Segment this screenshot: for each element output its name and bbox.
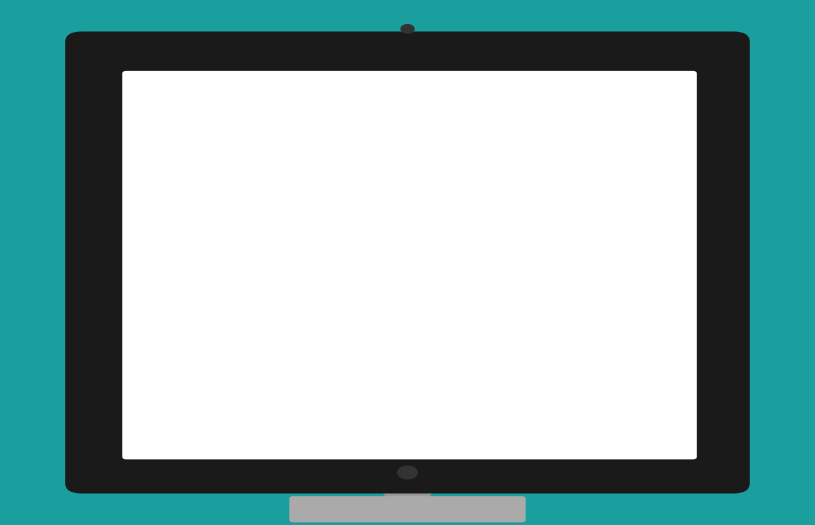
Bar bbox=[441, 114, 472, 446]
FancyBboxPatch shape bbox=[65, 32, 750, 493]
Bar bbox=[341, 225, 371, 446]
FancyBboxPatch shape bbox=[122, 71, 697, 459]
Bar bbox=[694, 391, 724, 446]
Polygon shape bbox=[375, 483, 440, 504]
Circle shape bbox=[401, 25, 414, 33]
Bar bbox=[391, 170, 421, 446]
Bar bbox=[542, 225, 572, 446]
Bar bbox=[290, 280, 320, 446]
Bar bbox=[593, 280, 623, 446]
FancyBboxPatch shape bbox=[289, 496, 526, 522]
Bar bbox=[491, 170, 522, 446]
Bar bbox=[240, 335, 270, 446]
Bar bbox=[643, 335, 673, 446]
Bar bbox=[189, 391, 219, 446]
Circle shape bbox=[398, 466, 417, 479]
